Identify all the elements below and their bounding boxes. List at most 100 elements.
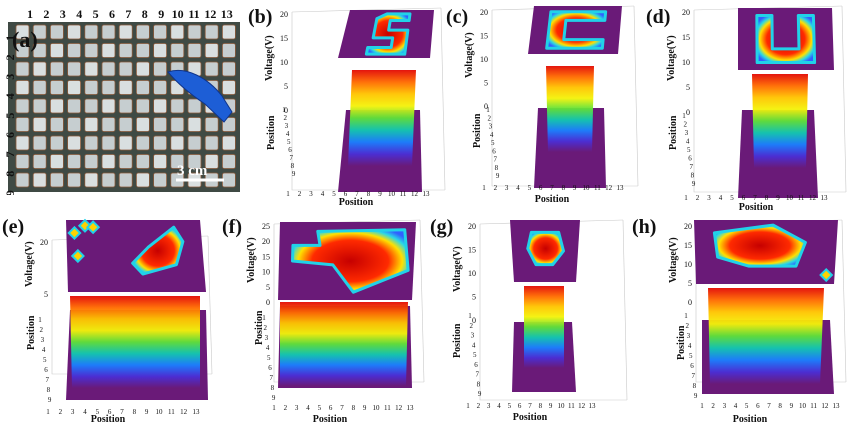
sensor-cell — [118, 80, 133, 95]
x-tick-label: 11 — [798, 194, 805, 202]
sensor-cell — [67, 154, 81, 169]
sensor-cell — [187, 98, 202, 114]
column-numbers: 1 2 3 4 5 6 7 8 9 10 11 12 13 — [27, 7, 233, 21]
y-tick-label: 2 — [469, 322, 473, 330]
sensor-cell — [32, 61, 47, 77]
sensor-cell — [67, 135, 81, 151]
sensor-cell — [135, 154, 150, 169]
x-tick-label: 4 — [734, 402, 738, 410]
sensor-cell — [67, 172, 81, 188]
panel-label-a: (a) — [12, 27, 38, 52]
contour-pattern — [755, 13, 817, 65]
sensor-cell — [135, 43, 150, 58]
sensor-cell — [135, 117, 150, 132]
y-tick-label: 5 — [689, 352, 693, 360]
z-tick-label: 10 — [480, 55, 488, 64]
panel-label: (g) — [430, 216, 453, 238]
y-tick-label: 8 — [291, 162, 295, 170]
column-number: 12 — [204, 7, 216, 21]
y-tick-label: 3 — [687, 332, 691, 340]
x-tick-label: 3 — [309, 190, 313, 198]
sensor-cell — [118, 61, 133, 77]
y-tick-label: 3 — [489, 123, 493, 131]
sensor-cell — [67, 24, 81, 40]
x-tick-label: 11 — [594, 184, 601, 192]
x-tick-label: 2 — [298, 190, 302, 198]
sensor-cell — [67, 80, 81, 95]
x-tick-label: 2 — [284, 404, 288, 412]
z-tick-label: 20 — [40, 238, 48, 247]
sensor-cell — [32, 24, 47, 40]
y-tick-label: 9 — [48, 396, 52, 404]
x-tick-label: 8 — [352, 404, 356, 412]
sensor-cell — [84, 135, 99, 151]
sensor-cell — [50, 172, 64, 188]
sensor-cell — [204, 154, 219, 169]
z-tick-label: 10 — [682, 58, 690, 67]
sensor-cell — [221, 135, 236, 151]
sensor-cell — [15, 61, 30, 77]
contour-point — [70, 248, 85, 264]
sensor-cell — [15, 43, 30, 58]
sensor-cell — [118, 117, 133, 132]
y-tick-label: 4 — [686, 138, 690, 146]
y-tick-label: 5 — [687, 146, 691, 154]
sensor-cell — [15, 135, 30, 151]
x-tick-label: 13 — [821, 194, 829, 202]
sensor-cell — [153, 80, 168, 95]
y-tick-label: 6 — [44, 366, 48, 374]
panel-label: (c) — [446, 6, 468, 28]
x-tick-label: 8 — [765, 194, 769, 202]
y-tick-label: 7 — [289, 154, 293, 162]
x-tick-label: 6 — [518, 402, 522, 410]
surface-body — [752, 74, 808, 168]
z-tick-label: 0 — [484, 102, 488, 111]
z-axis-label: Voltage(V) — [668, 237, 679, 283]
column-number: 2 — [43, 7, 49, 21]
sensor-cell — [50, 24, 64, 40]
x-tick-label: 9 — [790, 402, 794, 410]
y-tick-label: 8 — [477, 380, 481, 388]
sensor-cell — [50, 98, 64, 114]
x-tick-label: 4 — [321, 190, 325, 198]
sensor-cell — [101, 135, 116, 151]
sensor-cell — [204, 43, 219, 58]
row-number: 7 — [3, 151, 17, 157]
x-tick-label: 6 — [742, 194, 746, 202]
z-tick-label: 10 — [468, 269, 476, 278]
z-axis-label: Voltage(V) — [452, 246, 463, 292]
y-axis-label: Position — [266, 115, 277, 150]
y-tick-label: 7 — [689, 163, 693, 171]
sensor-cell — [101, 172, 116, 188]
x-tick-label: 9 — [145, 408, 149, 416]
sensor-cell — [170, 135, 185, 151]
x-tick-label: 11 — [568, 402, 575, 410]
z-tick-label: 20 — [480, 8, 488, 17]
x-tick-label: 3 — [71, 408, 75, 416]
y-tick-label: 4 — [266, 344, 270, 352]
surface-body — [280, 302, 408, 386]
surface-body — [524, 286, 564, 368]
sensor-cell — [50, 154, 64, 169]
sensor-cell — [204, 117, 219, 132]
y-tick-label: 7 — [475, 371, 479, 379]
x-tick-label: 9 — [363, 404, 367, 412]
x-tick-label: 8 — [778, 402, 782, 410]
sensor-cell — [101, 154, 116, 169]
column-number: 6 — [109, 7, 115, 21]
x-tick-label: 8 — [539, 402, 543, 410]
y-axis-label: Position — [676, 325, 687, 360]
sensor-cell — [84, 172, 99, 188]
z-tick-label: 5 — [484, 79, 488, 88]
column-number: 11 — [188, 7, 199, 21]
sensor-cell — [118, 135, 133, 151]
y-tick-label: 9 — [694, 392, 698, 400]
sensor-cell — [32, 117, 47, 132]
column-number: 13 — [221, 7, 233, 21]
y-tick-label: 8 — [271, 384, 275, 392]
sensor-cell — [221, 24, 236, 40]
y-tick-label: 4 — [42, 346, 46, 354]
